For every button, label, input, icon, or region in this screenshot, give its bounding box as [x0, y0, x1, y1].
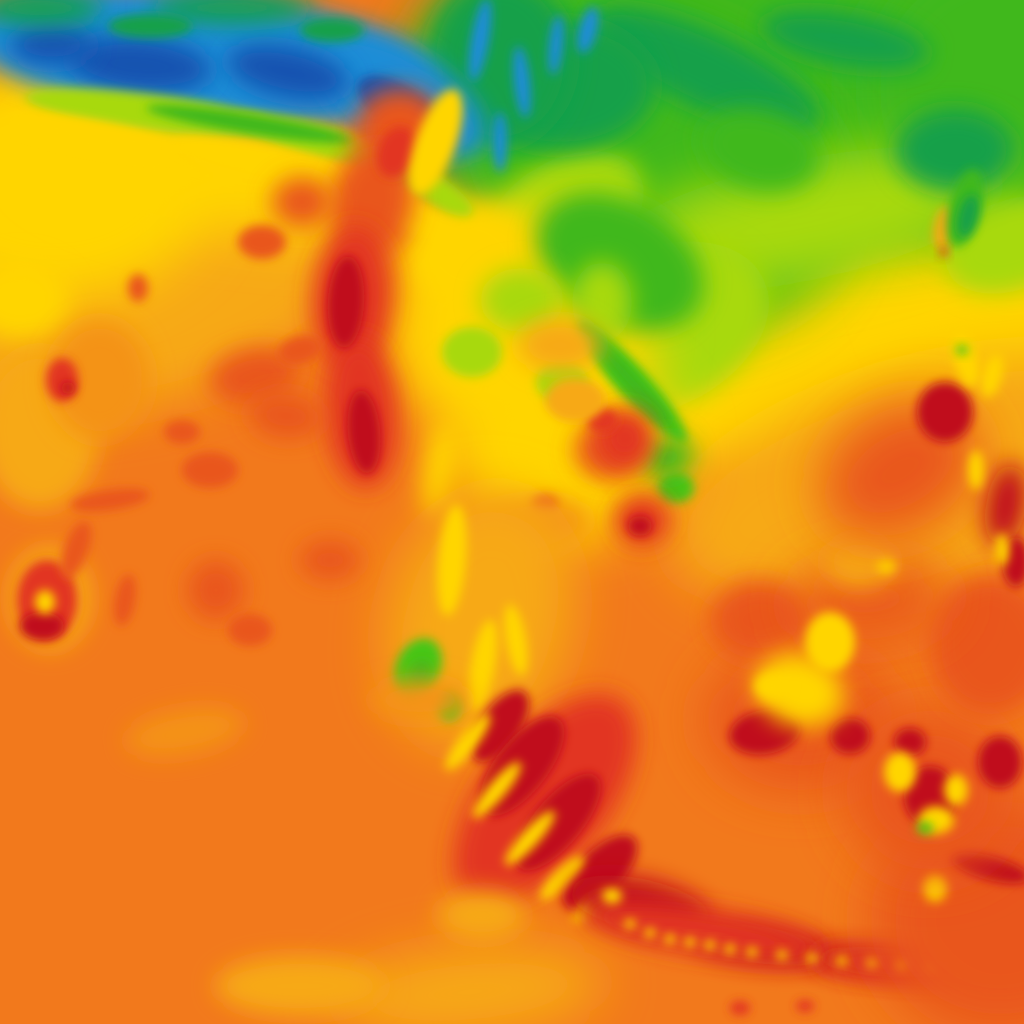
- temperature-map: [0, 0, 1024, 1024]
- temperature-heatmap-svg: [0, 0, 1024, 1024]
- map-viewport: [0, 0, 1024, 1024]
